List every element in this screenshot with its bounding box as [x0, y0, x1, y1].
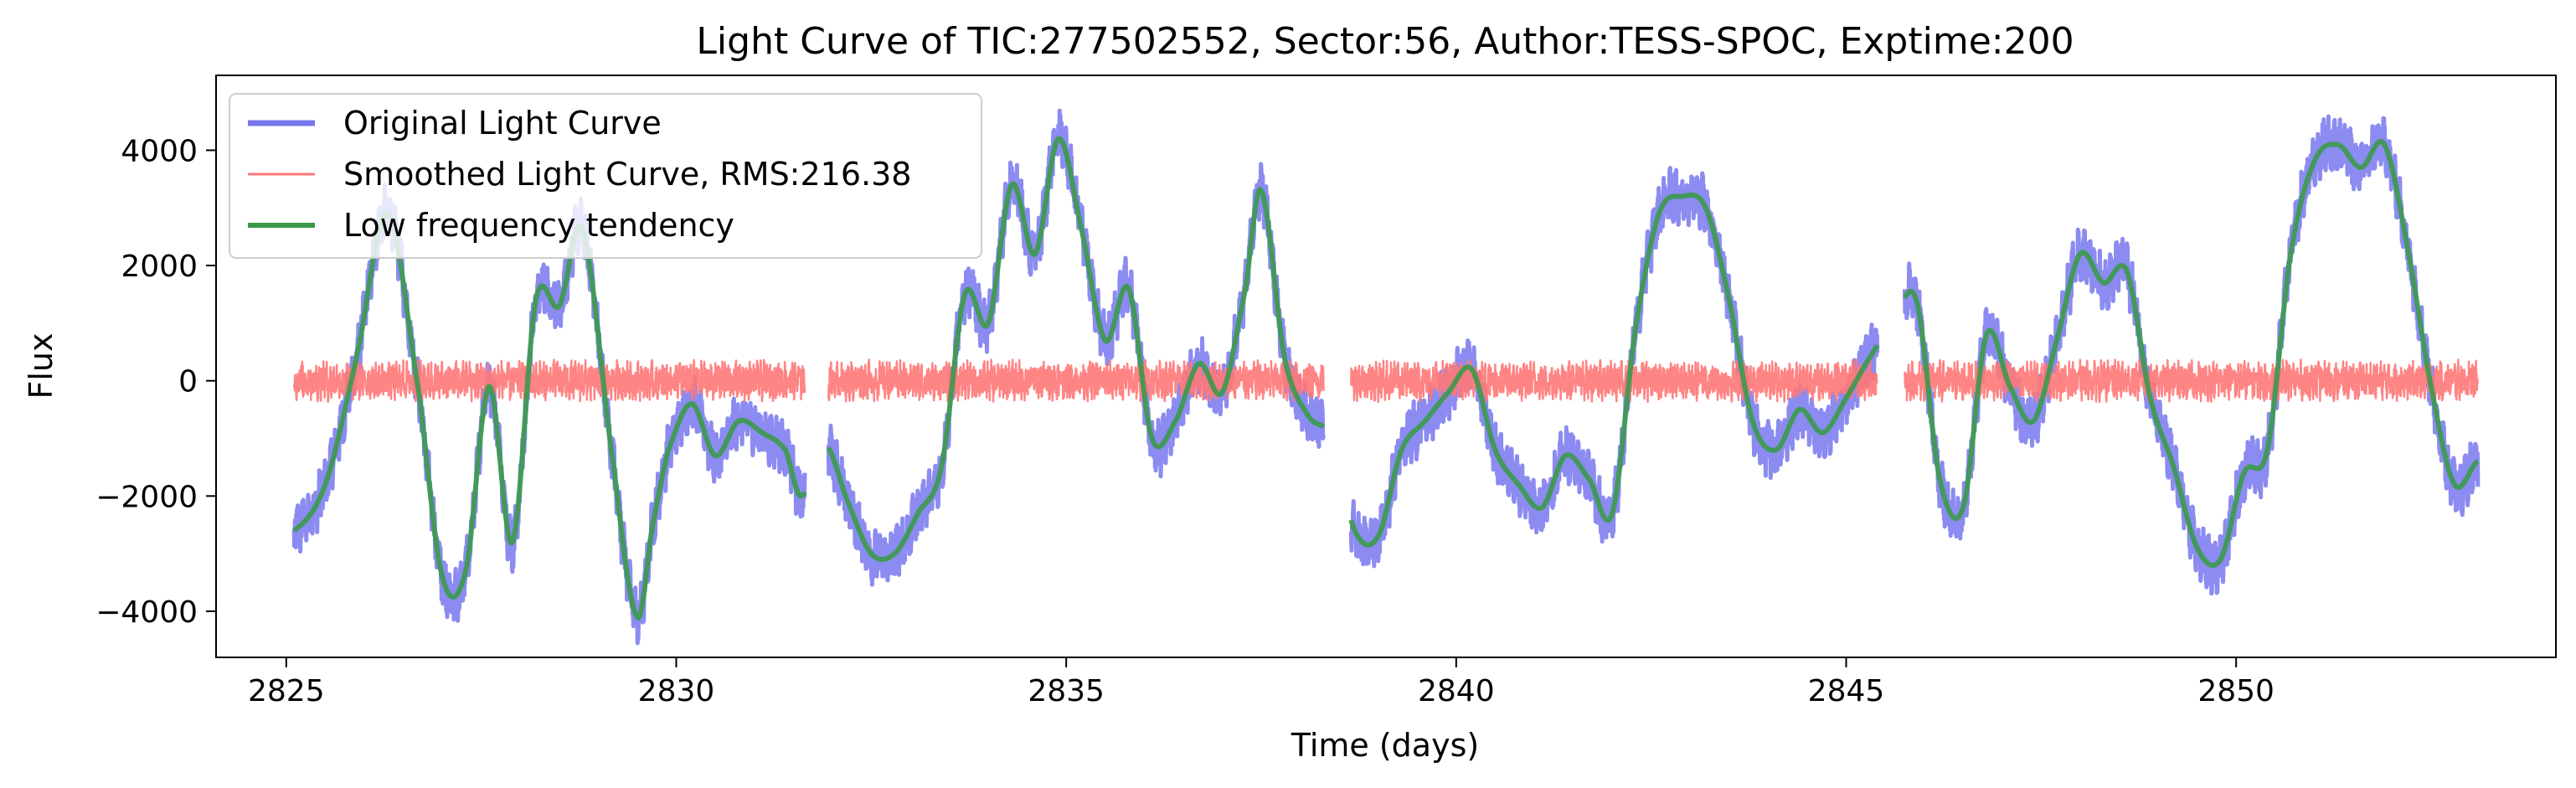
y-tick-label: 2000 [121, 250, 198, 284]
legend-label-smoothed: Smoothed Light Curve, RMS:216.38 [343, 156, 911, 193]
x-tick-label: 2830 [638, 674, 715, 708]
x-tick-label: 2825 [248, 674, 325, 708]
x-axis: 2825 2830 2835 2840 2845 2850 [248, 657, 2275, 708]
y-tick-label: −4000 [95, 595, 198, 630]
y-tick-label: 0 [178, 365, 198, 399]
x-tick-label: 2845 [1808, 674, 1885, 708]
x-axis-label: Time (days) [1291, 727, 1479, 764]
chart-title: Light Curve of TIC:277502552, Sector:56,… [696, 20, 2074, 63]
legend-label-tendency: Low frequency tendency [343, 207, 734, 244]
y-tick-label: −2000 [95, 480, 198, 514]
y-axis: −4000 −2000 0 2000 4000 [95, 134, 216, 629]
legend-label-original: Original Light Curve [343, 105, 662, 142]
x-tick-label: 2840 [1418, 674, 1495, 708]
x-tick-label: 2850 [2197, 674, 2275, 708]
legend: Original Light Curve Smoothed Light Curv… [229, 94, 981, 258]
x-tick-label: 2835 [1028, 674, 1105, 708]
y-tick-label: 4000 [121, 134, 198, 168]
y-axis-label: Flux [23, 333, 59, 399]
